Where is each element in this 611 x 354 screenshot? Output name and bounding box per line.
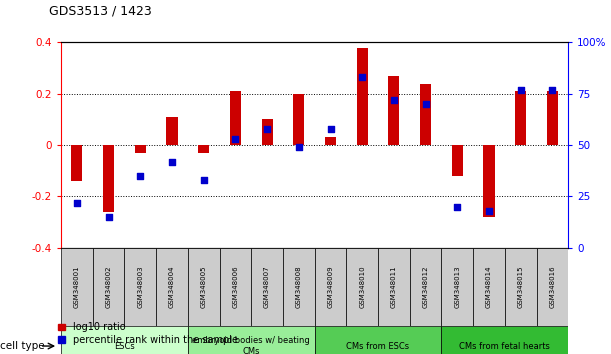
- Text: GSM348009: GSM348009: [327, 266, 334, 308]
- Bar: [473, 248, 505, 326]
- Point: [389, 97, 399, 103]
- Point: [547, 87, 557, 92]
- Bar: [293, 94, 304, 145]
- Point: [72, 200, 82, 205]
- Point: [230, 136, 240, 142]
- Bar: [262, 119, 273, 145]
- Text: GSM348013: GSM348013: [455, 266, 460, 308]
- Point: [357, 75, 367, 80]
- Bar: [378, 248, 410, 326]
- Text: GSM348011: GSM348011: [391, 266, 397, 308]
- Point: [421, 101, 431, 107]
- Text: ESCs: ESCs: [114, 342, 135, 350]
- Text: GSM348010: GSM348010: [359, 266, 365, 308]
- Bar: [188, 248, 219, 326]
- Bar: [125, 248, 156, 326]
- Bar: [346, 248, 378, 326]
- Text: GSM348004: GSM348004: [169, 266, 175, 308]
- Bar: [315, 248, 346, 326]
- Bar: [61, 248, 93, 326]
- Bar: [315, 326, 441, 354]
- Bar: [156, 248, 188, 326]
- Bar: [325, 137, 336, 145]
- Text: CMs from ESCs: CMs from ESCs: [346, 342, 409, 350]
- Point: [452, 204, 462, 210]
- Bar: [61, 326, 188, 354]
- Bar: [536, 248, 568, 326]
- Bar: [483, 145, 494, 217]
- Text: GSM348006: GSM348006: [232, 266, 238, 308]
- Bar: [357, 47, 368, 145]
- Text: GSM348012: GSM348012: [423, 266, 428, 308]
- Bar: [515, 91, 526, 145]
- Point: [104, 214, 114, 220]
- Bar: [505, 248, 536, 326]
- Bar: [230, 91, 241, 145]
- Text: cell type: cell type: [0, 341, 45, 351]
- Bar: [166, 117, 178, 145]
- Bar: [103, 145, 114, 212]
- Point: [199, 177, 208, 183]
- Point: [167, 159, 177, 164]
- Text: GSM348002: GSM348002: [106, 266, 112, 308]
- Bar: [420, 84, 431, 145]
- Bar: [93, 248, 125, 326]
- Point: [484, 208, 494, 214]
- Legend: log10 ratio, percentile rank within the sample: log10 ratio, percentile rank within the …: [54, 319, 242, 349]
- Text: GDS3513 / 1423: GDS3513 / 1423: [49, 5, 152, 18]
- Bar: [441, 326, 568, 354]
- Text: embryoid bodies w/ beating
CMs: embryoid bodies w/ beating CMs: [192, 336, 310, 354]
- Bar: [198, 145, 210, 153]
- Bar: [188, 326, 315, 354]
- Text: GSM348016: GSM348016: [549, 266, 555, 308]
- Point: [294, 144, 304, 150]
- Point: [516, 87, 525, 92]
- Bar: [410, 248, 441, 326]
- Text: GSM348008: GSM348008: [296, 266, 302, 308]
- Bar: [547, 91, 558, 145]
- Bar: [389, 76, 400, 145]
- Bar: [135, 145, 146, 153]
- Bar: [441, 248, 473, 326]
- Bar: [251, 248, 283, 326]
- Bar: [71, 145, 82, 181]
- Point: [326, 126, 335, 132]
- Text: CMs from fetal hearts: CMs from fetal hearts: [459, 342, 551, 350]
- Text: GSM348003: GSM348003: [137, 266, 144, 308]
- Text: GSM348015: GSM348015: [518, 266, 524, 308]
- Point: [262, 126, 272, 132]
- Point: [136, 173, 145, 179]
- Text: GSM348001: GSM348001: [74, 266, 80, 308]
- Text: GSM348014: GSM348014: [486, 266, 492, 308]
- Bar: [283, 248, 315, 326]
- Text: GSM348005: GSM348005: [201, 266, 207, 308]
- Bar: [219, 248, 251, 326]
- Bar: [452, 145, 463, 176]
- Text: GSM348007: GSM348007: [264, 266, 270, 308]
